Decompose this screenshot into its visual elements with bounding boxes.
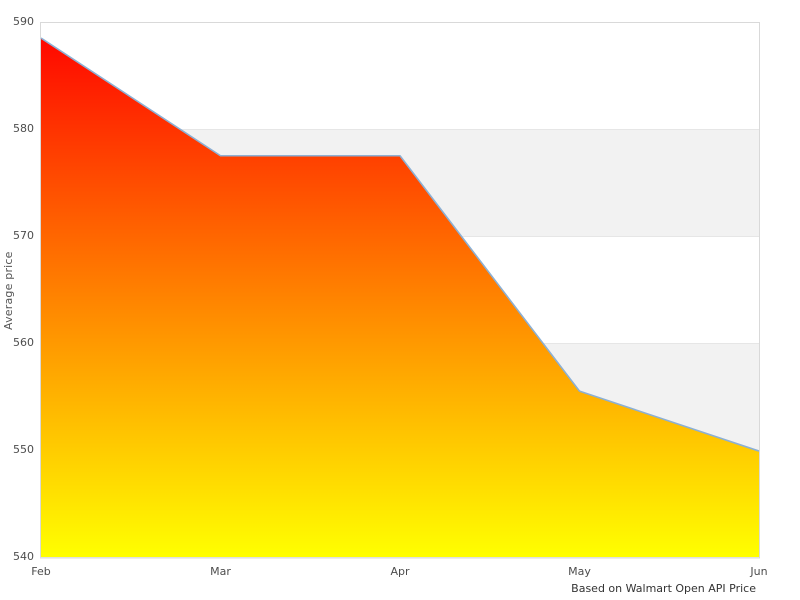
- y-tick-label: 570: [13, 229, 34, 242]
- y-axis-title: Average price: [2, 251, 15, 331]
- y-tick-label: 540: [13, 550, 34, 563]
- x-tick-label: Mar: [210, 565, 231, 578]
- y-tick-label: 550: [13, 443, 34, 456]
- y-tick-label: 590: [13, 15, 34, 28]
- x-tick-label: Apr: [390, 565, 410, 578]
- chart-caption: Based on Walmart Open API Price: [571, 582, 756, 595]
- area-series-fill: [41, 38, 759, 558]
- x-tick-label: Feb: [31, 565, 51, 578]
- series-line: [40, 37, 760, 452]
- y-tick-label: 580: [13, 122, 34, 135]
- x-tick-label: May: [568, 565, 591, 578]
- y-tick-label: 560: [13, 336, 34, 349]
- x-tick-label: Jun: [750, 565, 768, 578]
